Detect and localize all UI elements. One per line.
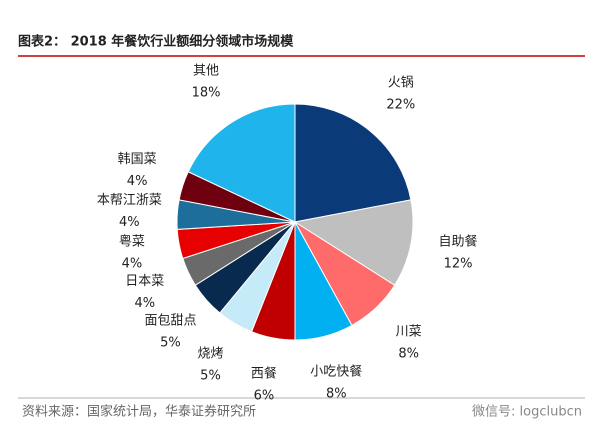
pie-slice — [294, 103, 412, 223]
slice-label: 小吃快餐 — [310, 363, 362, 379]
value-label: 4% — [122, 257, 143, 272]
slice-label: 西餐 — [251, 366, 277, 382]
value-label: 12% — [444, 257, 473, 272]
value-label: 18% — [192, 85, 221, 100]
pie-slice — [187, 103, 296, 223]
source: 资料来源：国家统计局，华泰证券研究所 — [22, 404, 256, 420]
value-label: 22% — [386, 98, 415, 113]
value-label: 8% — [326, 386, 347, 401]
value-label: 5% — [160, 335, 181, 350]
chart-title: 图表2： 2018 年餐饮行业额细分领域市场规模 — [18, 34, 294, 50]
value-label: 4% — [119, 215, 140, 230]
slice-label: 面包甜点 — [144, 312, 196, 328]
watermark: 微信号: logclubcn — [472, 405, 582, 420]
slice-label: 其他 — [193, 63, 219, 78]
value-label: 4% — [134, 296, 155, 311]
value-label: 8% — [398, 347, 419, 362]
slice-label: 本帮江浙菜 — [97, 193, 162, 208]
value-label: 6% — [254, 389, 275, 404]
slice-label: 自助餐 — [439, 234, 478, 250]
slice-label: 烧烤 — [197, 346, 223, 361]
value-label: 5% — [200, 368, 221, 383]
slice-label: 川菜 — [396, 325, 422, 340]
pie-slice — [293, 199, 414, 286]
slice-label: 火锅 — [388, 75, 414, 91]
value-label: 4% — [127, 174, 148, 189]
slice-label: 日本菜 — [125, 274, 164, 289]
slice-label: 粤菜 — [119, 234, 145, 250]
slice-label: 韩国菜 — [118, 152, 157, 167]
